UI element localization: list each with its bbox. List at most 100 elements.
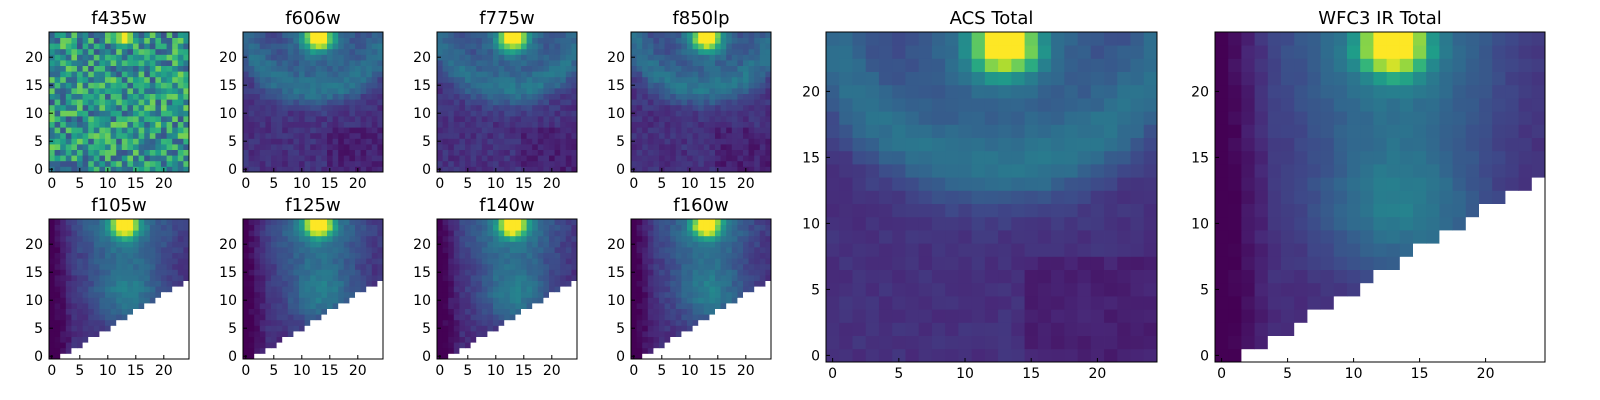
heatmap-cell: [183, 93, 190, 100]
heatmap-cell: [642, 54, 649, 61]
heatmap-cell: [287, 258, 294, 265]
heatmap-cell: [105, 116, 111, 122]
heatmap-cell: [276, 54, 283, 61]
heatmap-cell: [360, 347, 367, 354]
heatmap-cell: [549, 303, 555, 309]
heatmap-cell: [287, 308, 294, 315]
heatmap-cell: [554, 258, 561, 265]
heatmap-cell: [105, 71, 111, 78]
heatmap-cell: [1051, 282, 1065, 297]
heatmap-cell: [653, 60, 660, 66]
heatmap-cell: [166, 280, 173, 287]
heatmap-cell: [116, 275, 123, 281]
heatmap-cell: [133, 99, 139, 106]
heatmap-cell: [918, 309, 933, 323]
heatmap-cell: [271, 303, 277, 309]
heatmap-cell: [82, 93, 89, 100]
heatmap-cell: [1024, 45, 1039, 59]
heatmap-cell: [998, 203, 1012, 218]
heatmap-cell: [743, 149, 749, 156]
heatmap-cell: [571, 127, 578, 134]
heatmap-cell: [731, 149, 738, 156]
heatmap-cell: [1130, 256, 1145, 270]
heatmap-cell: [554, 60, 561, 66]
heatmap-cell: [276, 280, 283, 287]
heatmap-cell: [77, 286, 83, 293]
heatmap-cell: [453, 43, 460, 50]
heatmap-cell: [133, 303, 139, 309]
heatmap-cell: [470, 263, 477, 270]
heatmap-cell: [726, 121, 733, 128]
heatmap-cell: [65, 336, 72, 343]
heatmap-cell: [343, 353, 350, 360]
heatmap-cell: [82, 82, 89, 89]
heatmap-cell: [93, 116, 100, 122]
heatmap-cell: [1064, 216, 1078, 231]
heatmap-cell: [754, 65, 761, 72]
heatmap-cell: [116, 121, 123, 128]
heatmap-cell: [698, 166, 705, 173]
heatmap-cell: [315, 230, 322, 237]
heatmap-cell: [304, 347, 311, 354]
heatmap-cell: [931, 243, 946, 257]
heatmap-cell: [338, 353, 345, 360]
heatmap-cell: [71, 269, 78, 276]
heatmap-cell: [183, 132, 190, 139]
y-tick-label: 10: [25, 293, 43, 309]
heatmap-cell: [259, 280, 266, 287]
heatmap-cell: [149, 149, 156, 156]
heatmap-cell: [470, 121, 477, 128]
heatmap-cell: [271, 219, 277, 225]
heatmap-cell: [105, 319, 111, 326]
heatmap-cell: [293, 325, 300, 332]
heatmap-cell: [310, 308, 317, 315]
heatmap-cell: [355, 138, 361, 145]
heatmap-cell: [905, 230, 920, 244]
heatmap-cell: [327, 286, 333, 293]
heatmap-cell: [355, 297, 361, 304]
heatmap-cell: [1130, 45, 1145, 59]
heatmap-cell: [459, 82, 466, 89]
heatmap-cell: [183, 297, 190, 304]
heatmap-cell: [133, 331, 139, 337]
heatmap-cell: [99, 247, 106, 253]
heatmap-cell: [698, 48, 705, 55]
heatmap-cell: [653, 43, 660, 50]
heatmap-cell: [127, 325, 134, 332]
heatmap-cell: [675, 99, 682, 106]
heatmap-cell: [465, 60, 471, 66]
heatmap-cell: [476, 37, 483, 44]
heatmap-cell: [77, 116, 83, 122]
heatmap-cell: [310, 155, 317, 162]
heatmap-cell: [565, 269, 572, 276]
heatmap-cell: [377, 99, 384, 106]
heatmap-cell: [332, 252, 339, 259]
heatmap-cell: [166, 166, 173, 173]
heatmap-cell: [692, 110, 699, 117]
heatmap-cell: [532, 127, 539, 134]
heatmap-cell: [138, 336, 145, 343]
heatmap-cell: [532, 71, 539, 78]
heatmap-cell: [93, 342, 100, 349]
heatmap-cell: [509, 104, 516, 111]
heatmap-cell: [259, 160, 266, 167]
heatmap-cell: [82, 269, 89, 276]
heatmap-cell: [360, 319, 367, 326]
heatmap-cell: [1064, 177, 1078, 191]
heatmap-cell: [565, 116, 572, 122]
heatmap-cell: [54, 37, 61, 44]
heatmap-cell: [1024, 256, 1039, 270]
heatmap-cell: [299, 241, 305, 248]
heatmap-cell: [459, 269, 466, 276]
heatmap-cell: [65, 286, 72, 293]
heatmap-cell: [826, 243, 840, 257]
heatmap-cell: [664, 149, 671, 156]
heatmap-cell: [54, 166, 61, 173]
heatmap-cell: [984, 243, 999, 257]
heatmap-cell: [509, 325, 516, 332]
heatmap-cell: [1090, 309, 1105, 323]
heatmap-cell: [60, 121, 67, 128]
heatmap-cell: [166, 88, 173, 94]
heatmap-cell: [743, 82, 749, 89]
heatmap-cell: [692, 48, 699, 55]
